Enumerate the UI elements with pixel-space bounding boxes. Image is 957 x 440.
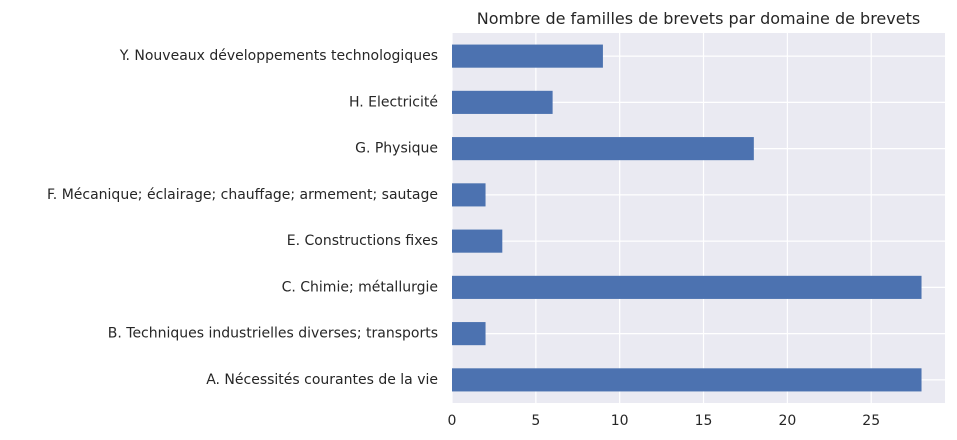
- category-label: G. Physique: [355, 141, 438, 157]
- x-tick-label: 10: [611, 413, 629, 429]
- category-label: H. Electricité: [349, 94, 438, 110]
- category-label: A. Nécessités courantes de la vie: [206, 372, 438, 388]
- bar: [452, 137, 754, 160]
- x-tick-label: 15: [695, 413, 713, 429]
- category-label: E. Constructions fixes: [287, 233, 438, 249]
- bar: [452, 276, 922, 299]
- x-tick-label: 20: [778, 413, 796, 429]
- category-label: B. Techniques industrielles diverses; tr…: [108, 326, 438, 342]
- category-label: F. Mécanique; éclairage; chauffage; arme…: [47, 187, 438, 203]
- category-label: Y. Nouveaux développements technologique…: [119, 48, 438, 64]
- bar: [452, 183, 486, 206]
- x-tick-label: 25: [862, 413, 880, 429]
- value-axis: 0 5 10 15 20 25: [448, 413, 881, 429]
- x-tick-label: 0: [448, 413, 457, 429]
- bar: [452, 91, 553, 114]
- category-axis: A. Nécessités courantes de la vie B. Tech…: [47, 48, 438, 388]
- chart-title: Nombre de familles de brevets par domain…: [477, 9, 920, 28]
- bar: [452, 45, 603, 68]
- bar: [452, 368, 922, 391]
- bar: [452, 322, 486, 345]
- bar: [452, 230, 502, 253]
- x-tick-label: 5: [531, 413, 540, 429]
- category-label: C. Chimie; métallurgie: [282, 279, 438, 295]
